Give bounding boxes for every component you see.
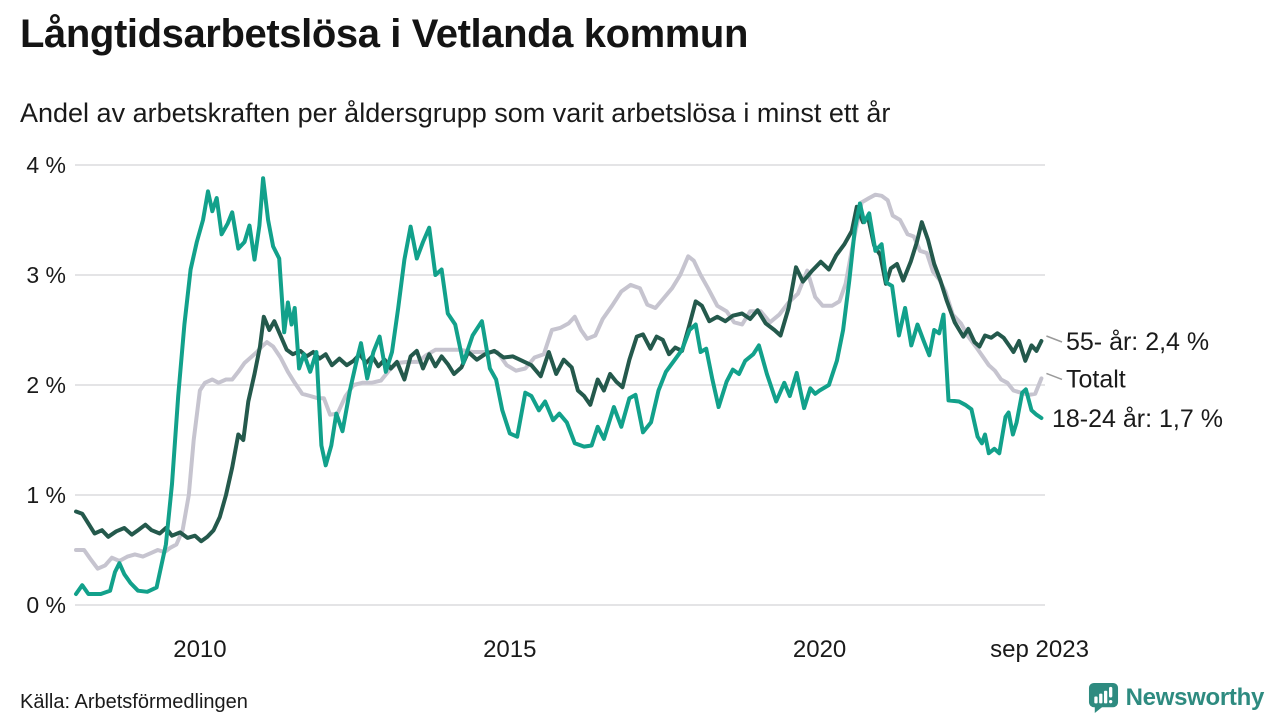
x-axis-tick-label: 2020 — [793, 636, 846, 663]
y-axis-tick-label: 1 % — [26, 482, 66, 508]
x-axis-tick-label: 2015 — [483, 636, 536, 663]
newsworthy-logo-icon — [1088, 682, 1118, 713]
newsworthy-logo: Newsworthy — [1088, 682, 1264, 713]
label-connector — [1046, 372, 1063, 381]
series-end-label: Totalt — [1066, 365, 1126, 393]
x-axis-tick-label: 2010 — [173, 636, 226, 663]
series-end-label: 18-24 år: 1,7 % — [1052, 405, 1223, 433]
y-axis-tick-label: 3 % — [26, 262, 66, 288]
y-axis-tick-label: 2 % — [26, 372, 66, 398]
source-note: Källa: Arbetsförmedlingen — [20, 691, 248, 713]
series-line-55--år — [74, 204, 1044, 544]
label-connector — [1046, 335, 1063, 343]
series-line-totalt — [74, 192, 1044, 571]
series-end-label: 55- år: 2,4 % — [1066, 328, 1209, 356]
y-axis-tick-label: 4 % — [26, 152, 66, 178]
newsworthy-logo-text: Newsworthy — [1125, 683, 1265, 711]
series-line-18-24-år — [74, 176, 1044, 596]
page-title: Långtidsarbetslösa i Vetlanda kommun — [20, 12, 749, 56]
page-subtitle: Andel av arbetskraften per åldersgrupp s… — [20, 98, 891, 128]
y-axis-tick-label: 0 % — [26, 592, 66, 618]
x-axis-tick-label: sep 2023 — [990, 636, 1089, 663]
